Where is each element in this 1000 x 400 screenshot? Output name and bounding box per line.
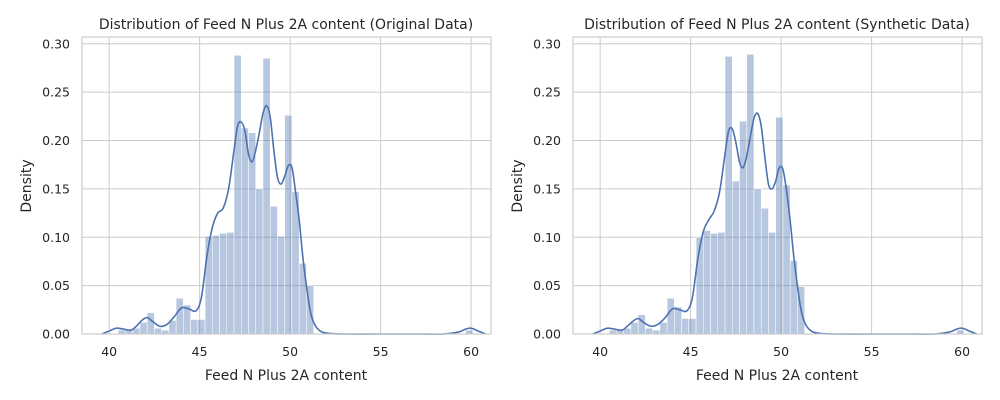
y-tick-labels: 0.00 0.05 0.10 0.15 0.20 0.25 0.30	[533, 36, 561, 341]
x-tick-labels: 40 45 50 55 60	[101, 344, 479, 359]
histogram-bar	[688, 318, 697, 335]
histogram-bar	[724, 56, 733, 335]
chart-title: Distribution of Feed N Plus 2A content (…	[99, 17, 473, 33]
histogram-bar	[710, 233, 719, 335]
y-tick-label: 0.00	[42, 327, 70, 342]
kde-curve	[592, 112, 977, 335]
histogram-bar	[255, 188, 264, 335]
x-tick-label: 50	[773, 344, 789, 359]
histogram-bar	[637, 314, 646, 335]
x-tick-label: 40	[101, 344, 117, 359]
histogram-bar	[146, 312, 155, 335]
histogram-bar	[204, 236, 213, 335]
y-tick-label: 0.25	[533, 85, 561, 100]
y-tick-label: 0.05	[533, 278, 561, 293]
y-tick-label: 0.30	[42, 36, 70, 51]
histogram-bar	[674, 306, 682, 335]
histogram-bar	[659, 322, 668, 335]
histogram-bar	[645, 327, 653, 335]
histogram-bar	[262, 58, 271, 335]
x-tick-label: 45	[192, 344, 208, 359]
histogram-bar	[775, 117, 784, 335]
y-tick-label: 0.20	[42, 133, 70, 148]
chart-original: Distribution of Feed N Plus 2A content (…	[19, 17, 492, 384]
x-tick-label: 45	[683, 344, 699, 359]
y-tick-label: 0.10	[533, 230, 561, 245]
plot-frame	[572, 36, 983, 335]
chart-synthetic: Distribution of Feed N Plus 2A content (…	[510, 17, 983, 384]
y-tick-label: 0.15	[42, 181, 70, 196]
y-axis-label: Density	[19, 159, 35, 212]
histogram-bar	[241, 127, 249, 335]
histogram-bar	[760, 207, 769, 335]
histogram-bar	[666, 297, 675, 335]
histogram-bar	[154, 327, 162, 335]
histogram-bar	[630, 322, 639, 335]
histogram-bar	[746, 54, 755, 335]
histogram-bar	[197, 319, 206, 335]
x-tick-label: 55	[373, 344, 389, 359]
histogram-bar	[703, 230, 711, 335]
x-tick-label: 60	[954, 344, 970, 359]
kde-curve	[101, 104, 486, 335]
x-axis-label: Feed N Plus 2A content	[696, 368, 859, 384]
histogram-bar	[190, 319, 199, 335]
histogram-bar	[175, 297, 184, 335]
y-tick-label: 0.00	[533, 327, 561, 342]
y-tick-label: 0.30	[533, 36, 561, 51]
grid	[573, 37, 982, 335]
x-tick-label: 55	[864, 344, 880, 359]
x-tick-labels: 40 45 50 55 60	[592, 344, 970, 359]
y-tick-label: 0.05	[42, 278, 70, 293]
chart-title: Distribution of Feed N Plus 2A content (…	[584, 17, 970, 33]
x-tick-label: 60	[463, 344, 479, 359]
histogram-bar	[226, 232, 235, 335]
histogram-bar	[717, 232, 726, 335]
histogram-bar	[219, 233, 228, 335]
histogram-bar	[284, 115, 293, 335]
histogram-bar	[732, 180, 740, 335]
histogram-bar	[753, 188, 762, 335]
x-tick-label: 50	[282, 344, 298, 359]
histogram-bar	[233, 55, 242, 335]
histogram-bar	[768, 232, 776, 335]
histogram-bar	[269, 206, 278, 335]
histogram-bar	[139, 322, 148, 335]
histogram-bar	[739, 120, 747, 335]
x-tick-label: 40	[592, 344, 608, 359]
y-tick-label: 0.15	[533, 181, 561, 196]
bars	[608, 54, 965, 335]
histogram-bar	[277, 236, 285, 335]
histogram-bar	[681, 318, 690, 335]
y-tick-label: 0.20	[533, 133, 561, 148]
x-axis-label: Feed N Plus 2A content	[205, 368, 368, 384]
y-axis-label: Density	[510, 159, 526, 212]
y-tick-label: 0.10	[42, 230, 70, 245]
y-tick-labels: 0.00 0.05 0.10 0.15 0.20 0.25 0.30	[42, 36, 70, 341]
histogram-bar	[248, 132, 256, 335]
plot-frame	[81, 36, 492, 335]
y-tick-label: 0.25	[42, 85, 70, 100]
histogram-bar	[212, 235, 220, 335]
bars	[117, 55, 474, 335]
